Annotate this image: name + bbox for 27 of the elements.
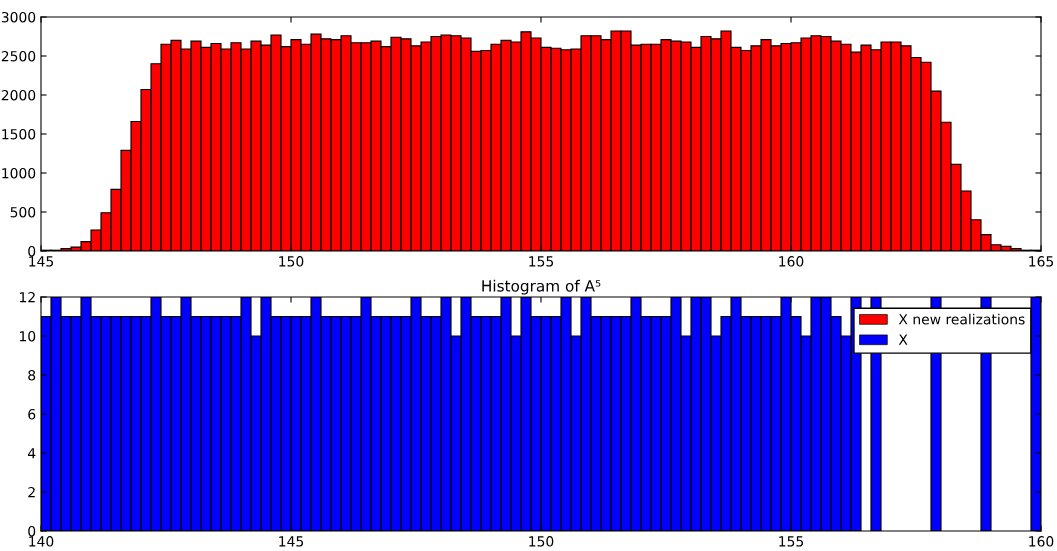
series-label: X <box>898 334 908 345</box>
y-tick-label: 2 <box>28 486 35 498</box>
x-tick-label: 150 <box>529 536 554 547</box>
x-tick-label: 155 <box>529 256 554 267</box>
x-tick-label: 150 <box>279 256 304 267</box>
y-tick-label: 1500 <box>2 128 36 140</box>
x-tick-label: 145 <box>29 256 54 267</box>
y-tick-label: 3000 <box>1 11 36 23</box>
y-tick-label: 12 <box>19 291 35 303</box>
x-tick-label: 155 <box>779 536 804 547</box>
x-tick-label: 165 <box>1029 256 1054 267</box>
y-tick-label: 0 <box>28 525 36 537</box>
x-tick-label: 160 <box>779 256 804 267</box>
y-tick-label: 2000 <box>1 89 36 101</box>
y-tick-label: 1000 <box>2 167 36 179</box>
x-tick-label: 145 <box>279 536 304 547</box>
y-tick-label: 8 <box>28 369 36 381</box>
y-tick-label: 4 <box>27 448 36 459</box>
y-tick-label: 10 <box>19 330 36 342</box>
y-tick-label: 2500 <box>1 50 36 62</box>
y-tick-label: 6 <box>28 408 36 420</box>
legend-label: X new realizations <box>898 313 1025 325</box>
y-tick-label: 500 <box>10 206 36 218</box>
x-tick-label: 140 <box>29 536 54 547</box>
chart-title: Histogram of A⁵ <box>482 279 601 295</box>
x-tick-label: 160 <box>1029 536 1054 547</box>
y-tick-label: 0 <box>28 245 36 257</box>
